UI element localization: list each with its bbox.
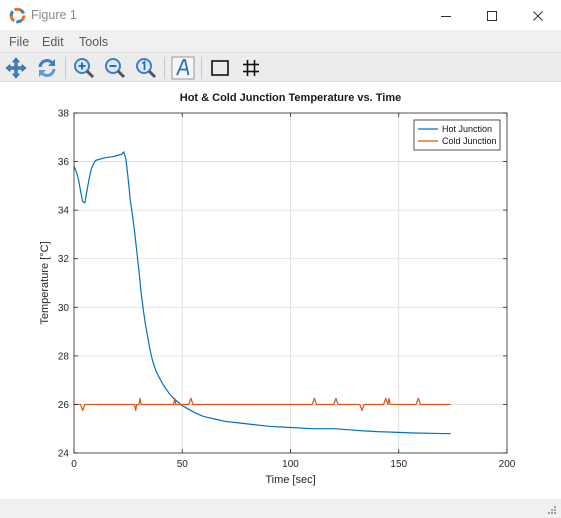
y-tick-label: 30 [58,303,70,314]
y-tick-label: 32 [58,254,70,265]
window-title: Figure 1 [31,8,77,22]
minimize-icon [441,15,451,17]
legend-label-cold: Cold Junction [442,136,497,146]
zoom-in-button[interactable] [71,55,97,81]
y-tick-label: 28 [58,351,70,362]
zoom-out-icon [105,58,126,79]
plot-lines [73,151,451,435]
chart[interactable]: 0 50 100 150 200 24 26 28 30 32 34 36 38 Hot & Cold … [0,82,561,499]
menu-edit[interactable]: Edit [42,35,64,49]
close-icon [533,10,543,21]
series-line-cold [74,397,451,412]
zoom-in-icon [74,58,95,79]
zoom-reset-button[interactable] [133,55,159,81]
pan-arrows-icon [5,57,27,79]
series-line-hot [73,151,451,435]
rotate-button[interactable] [34,55,60,81]
status-bar [0,499,561,518]
y-tick-label: 34 [58,206,70,217]
toolbar-separator [65,57,66,79]
y-axis-label: Temperature [°C] [39,241,51,324]
menu-bar: File Edit Tools [0,31,561,52]
maximize-icon [487,10,497,21]
chart-title: Hot & Cold Junction Temperature vs. Time [180,92,401,104]
toolbar-separator [164,57,165,79]
axis-ticks: 0 50 100 150 200 24 26 28 30 32 34 36 38 [58,109,516,471]
toggle-axes-box-button[interactable] [207,55,233,81]
x-tick-label: 50 [177,459,189,470]
x-tick-label: 100 [282,459,299,470]
legend[interactable]: Hot Junction Cold Junction [413,119,501,151]
x-tick-label: 150 [390,459,407,470]
toggle-grid-button[interactable] [238,55,264,81]
x-tick-label: 0 [71,459,77,470]
title-bar: Figure 1 [0,0,561,31]
y-tick-label: 38 [58,109,70,120]
grid-icon [243,60,259,76]
menu-file[interactable]: File [9,35,30,49]
grid [74,113,507,453]
toolbar-separator [201,57,202,79]
y-tick-label: 26 [58,400,70,411]
figure-toolbar [0,52,561,82]
x-axis-label: Time [sec] [265,474,315,486]
legend-box [413,119,501,151]
maximize-button[interactable] [469,0,515,31]
x-tick-label: 200 [499,459,516,470]
legend-label-hot: Hot Junction [442,124,492,134]
insert-text-button[interactable] [170,55,196,81]
text-a-icon [171,56,195,80]
close-button[interactable] [515,0,561,31]
y-tick-label: 24 [58,449,70,460]
menu-tools[interactable]: Tools [79,35,109,49]
square-icon [211,60,229,76]
zoom-out-button[interactable] [102,55,128,81]
zoom-reset-icon [136,58,157,79]
octave-icon [9,7,26,24]
y-tick-label: 36 [58,157,70,168]
pan-button[interactable] [3,55,29,81]
resize-grip-icon[interactable] [547,505,557,515]
rotate-icon [38,59,56,77]
minimize-button[interactable] [423,0,469,31]
figure-canvas[interactable]: 0 50 100 150 200 24 26 28 30 32 34 36 38 Hot & Cold … [0,82,561,499]
